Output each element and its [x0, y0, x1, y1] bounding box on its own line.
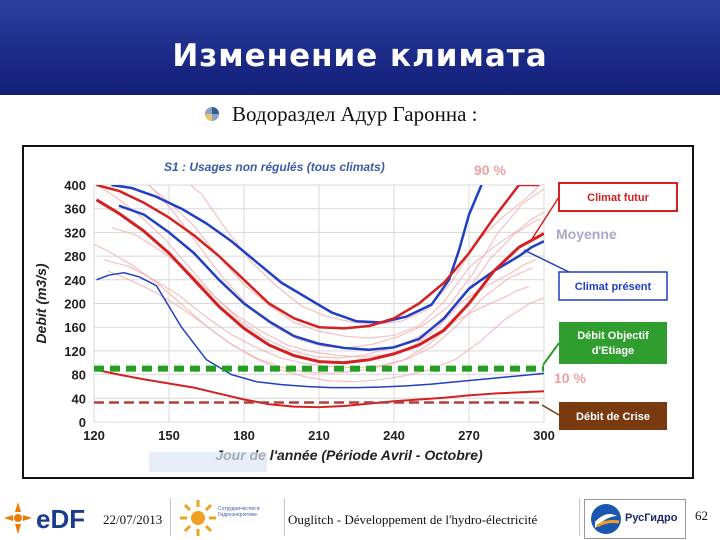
footer-separator	[170, 498, 171, 536]
footer-text: Ouglitch - Développement de l'hydro-élec…	[288, 512, 538, 527]
legend-arrow-doe	[542, 342, 560, 366]
edf-logo: eDF	[4, 502, 85, 534]
legend-box-dcr	[559, 402, 667, 430]
y-tick-label: 280	[64, 249, 86, 264]
chart-annotation: 10 %	[554, 370, 586, 386]
page-number: 62	[695, 508, 708, 523]
y-tick-label: 80	[72, 368, 86, 383]
x-tick-label: 210	[308, 428, 330, 443]
series-line-red-mean	[95, 198, 544, 365]
x-axis-label: Jour de l'année (Période Avril - Octobre…	[215, 447, 483, 463]
rushydro-logo-text: РусГидро	[625, 512, 678, 524]
chart-frame: 0 40 80 120 160 200 240 280 320 360 400 120 150 180 21…	[22, 145, 694, 479]
sun-logo	[180, 500, 216, 536]
y-tick-label: 240	[64, 273, 86, 288]
series-line-blue-10	[96, 271, 544, 389]
footer-separator	[579, 498, 580, 536]
y-tick-label: 40	[72, 391, 86, 406]
x-tick-label: 300	[533, 428, 555, 443]
legend-label-dcr: Débit de Crise	[576, 411, 650, 423]
y-tick-label: 160	[64, 320, 86, 335]
rushydro-icon	[591, 504, 621, 534]
ensemble-line	[147, 185, 544, 339]
y-tick-label: 360	[64, 202, 86, 217]
y-tick-label: 0	[79, 415, 86, 430]
series-group	[94, 185, 544, 409]
partner-text: Сотрудничество в Гидроэнергетике	[218, 506, 260, 518]
footer-separator	[284, 498, 285, 536]
y-tick-label: 200	[64, 297, 86, 312]
axis-highlight	[149, 452, 267, 472]
y-axis-label: Debit (m3/s)	[33, 263, 49, 343]
legend-label-climat-present: Climat présent	[575, 281, 652, 293]
legend-arrow-dcr	[541, 404, 560, 416]
legend-arrow-climat-present	[523, 249, 570, 273]
legend-arrow-climat-futur	[531, 196, 560, 240]
y-tick-label: 320	[64, 225, 86, 240]
chart-annotation: 90 %	[474, 162, 506, 178]
x-tick-label: 240	[383, 428, 405, 443]
ensemble-line	[103, 259, 530, 369]
chart-annotation: Moyenne	[556, 226, 617, 242]
bullet-icon	[205, 107, 219, 121]
header-bar: Изменение климата	[0, 0, 720, 95]
legend-box-climat-futur	[558, 182, 678, 212]
slide-subtitle: Водораздел Адур Гаронна :	[232, 102, 478, 126]
chart-svg: 0 40 80 120 160 200 240 280 320 360 400 120 150 180 21…	[33, 160, 678, 472]
x-tick-label: 150	[158, 428, 180, 443]
rushydro-logo: РусГидро	[584, 499, 686, 539]
x-tick-label: 270	[458, 428, 480, 443]
y-tick-label: 400	[64, 178, 86, 193]
series-line-red-10	[96, 368, 544, 409]
ensemble-line	[148, 185, 544, 349]
legend-label-doe-line2: d'Etiage	[592, 345, 634, 357]
y-tick-label: 120	[64, 344, 86, 359]
legend-box-doe	[559, 322, 667, 364]
legend-label-climat-futur: Climat futur	[587, 192, 649, 204]
x-tick-label: 180	[233, 428, 255, 443]
ensemble-line	[189, 185, 542, 326]
legend-label-doe-line1: Débit Objectif	[577, 330, 649, 342]
edf-logo-text: eDF	[36, 504, 85, 534]
page-title: Изменение климата	[172, 38, 548, 74]
footer-date: 22/07/2013	[103, 512, 163, 527]
ensemble-line	[107, 270, 544, 383]
chart-title: S1 : Usages non régulés (tous climats)	[164, 160, 385, 174]
ensemble-line	[94, 243, 533, 375]
legend-box-climat-present	[558, 271, 668, 301]
x-tick-label: 120	[83, 428, 105, 443]
series-line-red-90	[96, 185, 539, 330]
